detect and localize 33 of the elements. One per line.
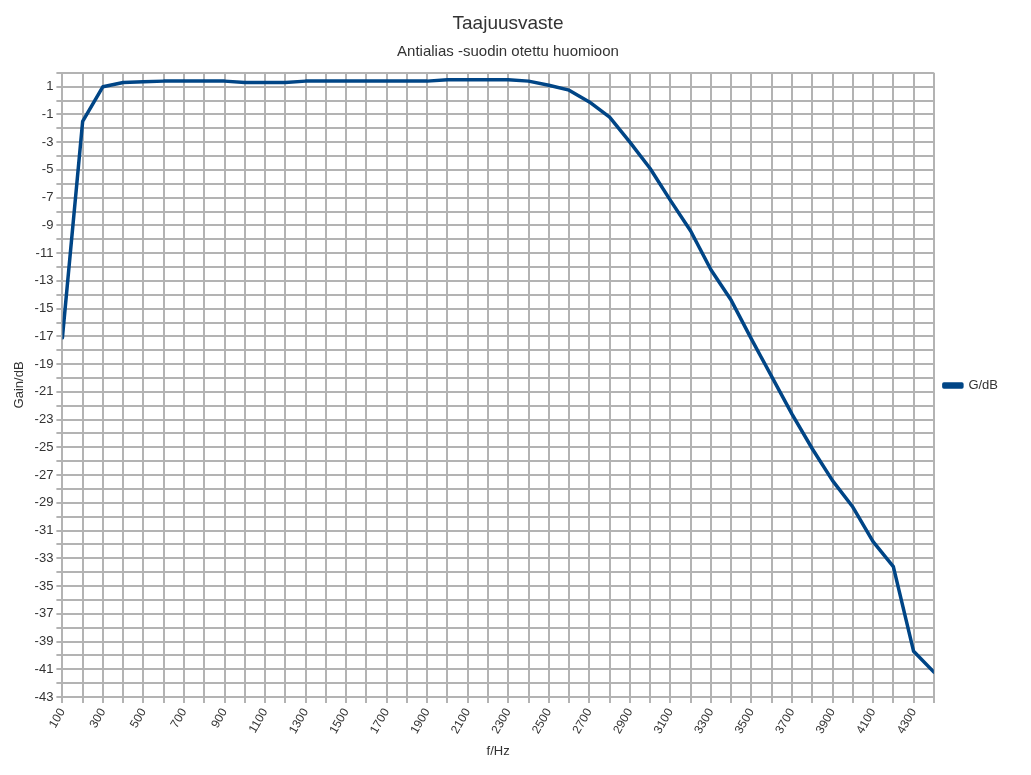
y-tick-label: -15 bbox=[34, 300, 54, 316]
y-tick-label: -33 bbox=[34, 549, 54, 565]
x-tick-label: 300 bbox=[86, 705, 109, 731]
y-tick-label: -7 bbox=[41, 189, 54, 205]
y-tick-label: -35 bbox=[34, 577, 54, 593]
chart-subtitle: Antialias -suodin otettu huomioon bbox=[397, 41, 619, 59]
y-tick-label: -31 bbox=[34, 522, 54, 538]
y-tick-label: -27 bbox=[34, 466, 54, 482]
chart-title: Taajuusvaste bbox=[452, 11, 564, 33]
y-tick-label: -11 bbox=[35, 244, 54, 260]
x-tick-label: 700 bbox=[167, 705, 190, 731]
y-tick-label: -1 bbox=[41, 106, 54, 121]
x-tick-label: 500 bbox=[126, 705, 150, 731]
y-tick-label: 1 bbox=[46, 78, 54, 94]
x-tick-label: 100 bbox=[45, 705, 69, 731]
y-tick-label: -5 bbox=[41, 161, 54, 177]
y-tick-label: -39 bbox=[34, 633, 54, 649]
y-tick-label: -29 bbox=[34, 494, 54, 510]
x-tick-label: 900 bbox=[207, 705, 231, 731]
y-tick-label: -41 bbox=[34, 660, 54, 676]
y-tick-label: -19 bbox=[34, 355, 54, 371]
y-tick-label: -9 bbox=[41, 216, 54, 232]
x-axis-title: f/Hz bbox=[486, 742, 510, 758]
y-tick-label: -17 bbox=[34, 327, 54, 343]
y-tick-label: -25 bbox=[34, 438, 54, 454]
y-tick-label: -21 bbox=[34, 383, 54, 399]
legend-label: G/dB bbox=[968, 377, 998, 393]
y-tick-label: -43 bbox=[34, 688, 54, 704]
y-tick-label: -37 bbox=[34, 605, 54, 621]
y-axis-title: Gain/dB bbox=[11, 361, 27, 409]
y-tick-label: -23 bbox=[34, 411, 54, 427]
y-tick-label: -3 bbox=[41, 133, 54, 149]
y-tick-label: -13 bbox=[34, 272, 54, 288]
